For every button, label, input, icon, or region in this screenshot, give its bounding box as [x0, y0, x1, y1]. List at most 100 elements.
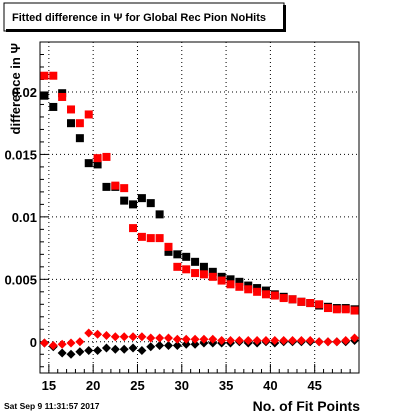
plot-frame: [39, 41, 360, 374]
x-tick-label: 20: [86, 378, 100, 393]
data-point-diamond: [137, 332, 147, 342]
data-point-diamond: [101, 331, 111, 341]
data-point-square: [129, 224, 138, 233]
data-point-square: [173, 250, 182, 259]
data-point-square: [199, 270, 208, 279]
data-point-square: [155, 210, 164, 219]
x-tick-label: 45: [307, 378, 321, 393]
data-point-square: [49, 102, 58, 111]
data-point-square: [208, 272, 217, 281]
data-point-square: [120, 196, 129, 205]
data-point-diamond: [217, 336, 227, 346]
data-point-square: [137, 232, 146, 241]
data-point-diamond: [93, 346, 103, 356]
axis-layer: 15 20 25 30 35 40 45 0 0.005 0.01 0.015 0.02: [4, 41, 360, 393]
data-point-diamond: [288, 336, 298, 346]
data-point-diamond: [323, 337, 333, 347]
x-axis-label: No. of Fit Points: [253, 398, 361, 414]
data-point-square: [306, 299, 315, 308]
y-tick-label: 0.02: [12, 85, 37, 100]
data-point-square: [208, 267, 217, 276]
data-point-diamond: [119, 332, 129, 342]
data-point-diamond: [57, 348, 67, 358]
data-point-square: [164, 242, 173, 251]
data-point-diamond: [332, 337, 342, 347]
data-point-square: [40, 91, 49, 100]
data-point-square: [244, 285, 253, 294]
data-point-square: [182, 265, 191, 274]
data-point-square: [58, 92, 67, 101]
data-point-diamond: [270, 336, 280, 346]
data-point-diamond: [39, 338, 49, 348]
x-tick-label: 25: [130, 378, 144, 393]
data-point-diamond: [146, 342, 156, 352]
y-tick-label: 0.015: [4, 147, 37, 162]
data-point-square: [217, 276, 226, 285]
data-point-square: [226, 280, 235, 289]
data-point-square: [102, 152, 111, 161]
data-point-diamond: [57, 339, 67, 349]
data-point-diamond: [350, 333, 360, 343]
data-point-diamond: [84, 346, 94, 356]
data-point-square: [146, 234, 155, 243]
data-point-diamond: [172, 341, 182, 351]
data-point-square: [270, 291, 279, 300]
data-point-square: [49, 71, 58, 80]
y-tick-label: 0.01: [12, 210, 37, 225]
data-point-square: [40, 71, 49, 80]
data-point-square: [120, 184, 129, 193]
data-point-diamond: [66, 349, 76, 359]
data-point-diamond: [155, 333, 165, 343]
data-point-square: [226, 275, 235, 284]
data-point-diamond: [314, 337, 324, 347]
data-point-diamond: [208, 334, 218, 344]
data-point-square: [323, 304, 332, 313]
data-point-square: [84, 110, 93, 119]
data-point-diamond: [181, 339, 191, 349]
series-3: [39, 328, 360, 351]
data-point-diamond: [243, 336, 253, 346]
data-point-diamond: [181, 334, 191, 344]
data-point-square: [288, 295, 297, 304]
data-point-square: [129, 200, 138, 209]
data-point-diamond: [93, 329, 103, 339]
data-point-diamond: [128, 332, 138, 342]
data-point-diamond: [226, 336, 236, 346]
y-tick-label: 0.005: [4, 272, 37, 287]
data-point-square: [75, 134, 84, 143]
data-point-square: [191, 257, 200, 266]
data-point-diamond: [190, 339, 200, 349]
data-point-square: [93, 154, 102, 163]
y-axis-label: difference in Ψ: [8, 43, 23, 134]
timestamp-footer: Sat Sep 9 11:31:57 2017: [4, 401, 100, 411]
data-point-square: [111, 181, 120, 190]
data-point-square: [279, 294, 288, 303]
data-point-square: [199, 262, 208, 271]
data-point-diamond: [163, 341, 173, 351]
data-point-diamond: [341, 336, 351, 346]
data-point-square: [146, 199, 155, 208]
data-point-diamond: [101, 343, 111, 353]
data-point-diamond: [84, 328, 94, 338]
data-point-square: [191, 269, 200, 278]
data-point-diamond: [199, 334, 209, 344]
data-point-diamond: [163, 333, 173, 343]
data-point-diamond: [234, 336, 244, 346]
data-point-diamond: [146, 333, 156, 343]
data-point-square: [67, 105, 76, 114]
x-tick-label: 40: [263, 378, 277, 393]
data-point-diamond: [110, 332, 120, 342]
data-point-square: [164, 247, 173, 256]
data-point-square: [315, 300, 324, 309]
data-point-diamond: [119, 344, 129, 354]
data-point-square: [253, 287, 262, 296]
data-point-square: [173, 262, 182, 271]
series-layer: [39, 71, 360, 359]
x-tick-label: 30: [175, 378, 189, 393]
data-point-diamond: [75, 337, 85, 347]
data-point-diamond: [155, 341, 165, 351]
data-point-square: [67, 119, 76, 128]
y-tick-label: 0: [30, 335, 37, 350]
data-point-square: [84, 159, 93, 168]
data-point-square: [155, 234, 164, 243]
